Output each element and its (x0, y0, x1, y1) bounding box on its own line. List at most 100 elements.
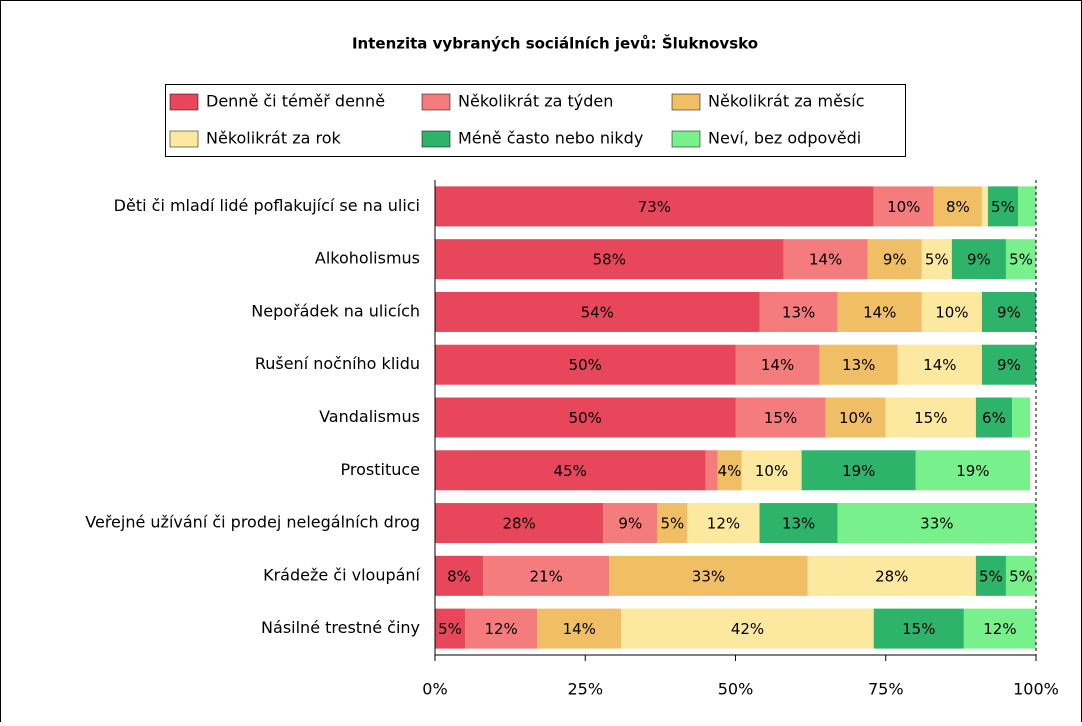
bar-segment (435, 608, 466, 649)
value-label: 5% (979, 567, 1003, 585)
bar-segment (537, 608, 622, 649)
bar-segment (873, 608, 964, 649)
bar-segment (741, 450, 802, 491)
bar-segment (735, 344, 820, 385)
value-label: 19% (842, 462, 875, 480)
bar-segment (807, 555, 976, 596)
bar-segment (783, 239, 868, 280)
bar-segment (915, 450, 1030, 491)
legend-swatch (421, 93, 451, 111)
bar-segment (1005, 239, 1036, 280)
legend-label: Neví, bez odpovědi (708, 129, 861, 148)
chart-title: Intenzita vybraných sociálních jevů: Šlu… (352, 34, 758, 53)
bar-segment (435, 555, 484, 596)
legend-box (165, 84, 906, 157)
bar-segment (435, 397, 736, 438)
value-label: 10% (887, 198, 920, 216)
value-label: 28% (875, 567, 908, 585)
bar-segment (921, 291, 982, 332)
value-label: 9% (997, 356, 1021, 374)
y-tick-label: Rušení nočního klidu (255, 354, 420, 373)
y-tick-label: Děti či mladí lidé poflakující se na uli… (114, 196, 420, 215)
value-label: 4% (718, 462, 742, 480)
legend-swatch (169, 130, 199, 148)
value-label: 15% (914, 409, 947, 427)
value-label: 13% (782, 515, 815, 533)
bar-segment (963, 608, 1036, 649)
legend-label: Několikrát za týden (458, 92, 613, 111)
value-label: 33% (692, 567, 725, 585)
value-label: 5% (1009, 251, 1033, 269)
bar-segment (435, 503, 604, 544)
bar-segment (1005, 555, 1036, 596)
value-label: 54% (581, 303, 614, 321)
bar-segment (825, 397, 886, 438)
value-label: 10% (935, 303, 968, 321)
legend-label: Několikrát za měsíc (708, 92, 865, 111)
y-tick-label: Prostituce (341, 460, 421, 479)
legend-label: Denně či téměř denně (206, 92, 385, 111)
value-label: 9% (967, 251, 991, 269)
bar-segment (987, 186, 1018, 227)
y-tick-label: Vandalismus (319, 407, 420, 426)
value-label: 9% (997, 303, 1021, 321)
x-tick-label: 75% (868, 680, 904, 699)
bar-segment (465, 608, 538, 649)
value-label: 9% (618, 515, 642, 533)
value-label: 10% (839, 409, 872, 427)
bar-segment (705, 450, 718, 491)
y-tick-label: Alkoholismus (315, 249, 420, 268)
bar-segment (435, 450, 706, 491)
y-tick-label: Veřejné užívání či prodej nelegálních dr… (85, 513, 420, 532)
bar-segment (819, 344, 898, 385)
bar-segment (975, 555, 1006, 596)
y-tick-label: Krádeže či vloupání (263, 565, 420, 584)
bar-segment (801, 450, 916, 491)
bar-segment (759, 291, 838, 332)
bar-segment (921, 239, 952, 280)
value-label: 21% (530, 567, 563, 585)
value-label: 13% (842, 356, 875, 374)
bar-segment (603, 503, 658, 544)
bar-segment (435, 239, 784, 280)
value-label: 5% (991, 198, 1015, 216)
value-label: 9% (883, 251, 907, 269)
bar-segment (687, 503, 760, 544)
legend-swatch (421, 130, 451, 148)
bar-segment (621, 608, 874, 649)
value-label: 12% (707, 515, 740, 533)
value-label: 14% (761, 356, 794, 374)
value-label: 14% (923, 356, 956, 374)
legend-label: Několikrát za rok (206, 129, 342, 148)
bar-segment (1011, 397, 1030, 438)
bar-segment (657, 503, 688, 544)
value-label: 58% (593, 251, 626, 269)
bar-segment (981, 186, 988, 227)
bar-segment (867, 239, 922, 280)
x-tick-label: 100% (1013, 680, 1059, 699)
value-label: 28% (502, 515, 535, 533)
bar-segment (717, 450, 742, 491)
value-label: 50% (569, 356, 602, 374)
bar-segment (609, 555, 808, 596)
value-label: 14% (863, 303, 896, 321)
bar-segment (981, 291, 1036, 332)
bar-segment (483, 555, 610, 596)
bar-segment (435, 186, 874, 227)
value-label: 73% (638, 198, 671, 216)
value-label: 6% (982, 409, 1006, 427)
bar-segment (759, 503, 838, 544)
value-label: 14% (563, 620, 596, 638)
value-label: 5% (925, 251, 949, 269)
bar-segment (873, 186, 934, 227)
value-label: 5% (438, 620, 462, 638)
bar-segment (981, 344, 1036, 385)
legend-swatch (169, 93, 199, 111)
y-tick-label: Nepořádek na ulicích (251, 301, 420, 320)
bar-segment (951, 239, 1006, 280)
legend-swatch (671, 130, 701, 148)
value-label: 19% (956, 462, 989, 480)
bar-segment (837, 503, 1036, 544)
bar-segment (837, 291, 922, 332)
value-label: 8% (447, 567, 471, 585)
